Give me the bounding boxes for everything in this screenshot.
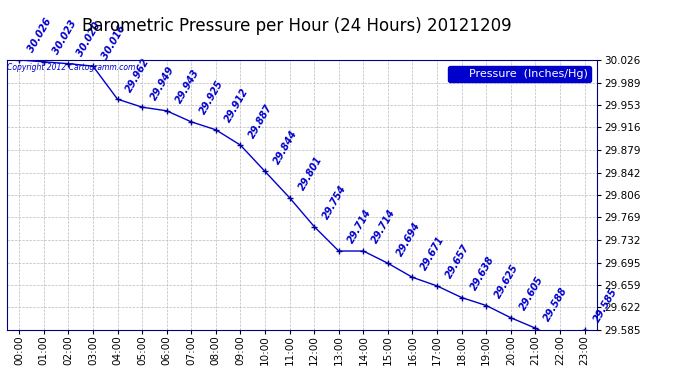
Text: Copyright 2012 Cartogramm.com: Copyright 2012 Cartogramm.com [8,63,136,72]
Text: 30.016: 30.016 [100,23,127,61]
Text: 29.943: 29.943 [174,68,201,105]
Text: 29.588: 29.588 [542,285,570,322]
Text: 29.657: 29.657 [444,243,471,280]
Text: 29.671: 29.671 [420,234,447,272]
Text: 29.962: 29.962 [124,56,152,94]
Text: 29.754: 29.754 [321,183,348,221]
Text: 29.625: 29.625 [493,262,520,300]
Text: 30.023: 30.023 [51,19,78,56]
Text: 29.714: 29.714 [371,208,397,246]
Text: 29.949: 29.949 [149,64,177,102]
Text: 29.912: 29.912 [223,87,250,124]
Text: 29.585: 29.585 [591,287,619,324]
Legend: Pressure  (Inches/Hg): Pressure (Inches/Hg) [448,66,591,82]
Text: 29.694: 29.694 [395,220,422,258]
Text: 29.638: 29.638 [469,255,496,292]
Text: 29.844: 29.844 [272,128,299,166]
Text: Barometric Pressure per Hour (24 Hours) 20121209: Barometric Pressure per Hour (24 Hours) … [82,17,511,35]
Text: 29.801: 29.801 [297,155,324,192]
Text: 29.925: 29.925 [198,79,226,116]
Text: 30.026: 30.026 [26,17,54,54]
Text: 29.568: 29.568 [0,374,1,375]
Text: 29.605: 29.605 [518,275,545,312]
Text: 29.714: 29.714 [346,208,373,246]
Text: 29.887: 29.887 [248,102,275,140]
Text: 30.020: 30.020 [75,21,103,58]
